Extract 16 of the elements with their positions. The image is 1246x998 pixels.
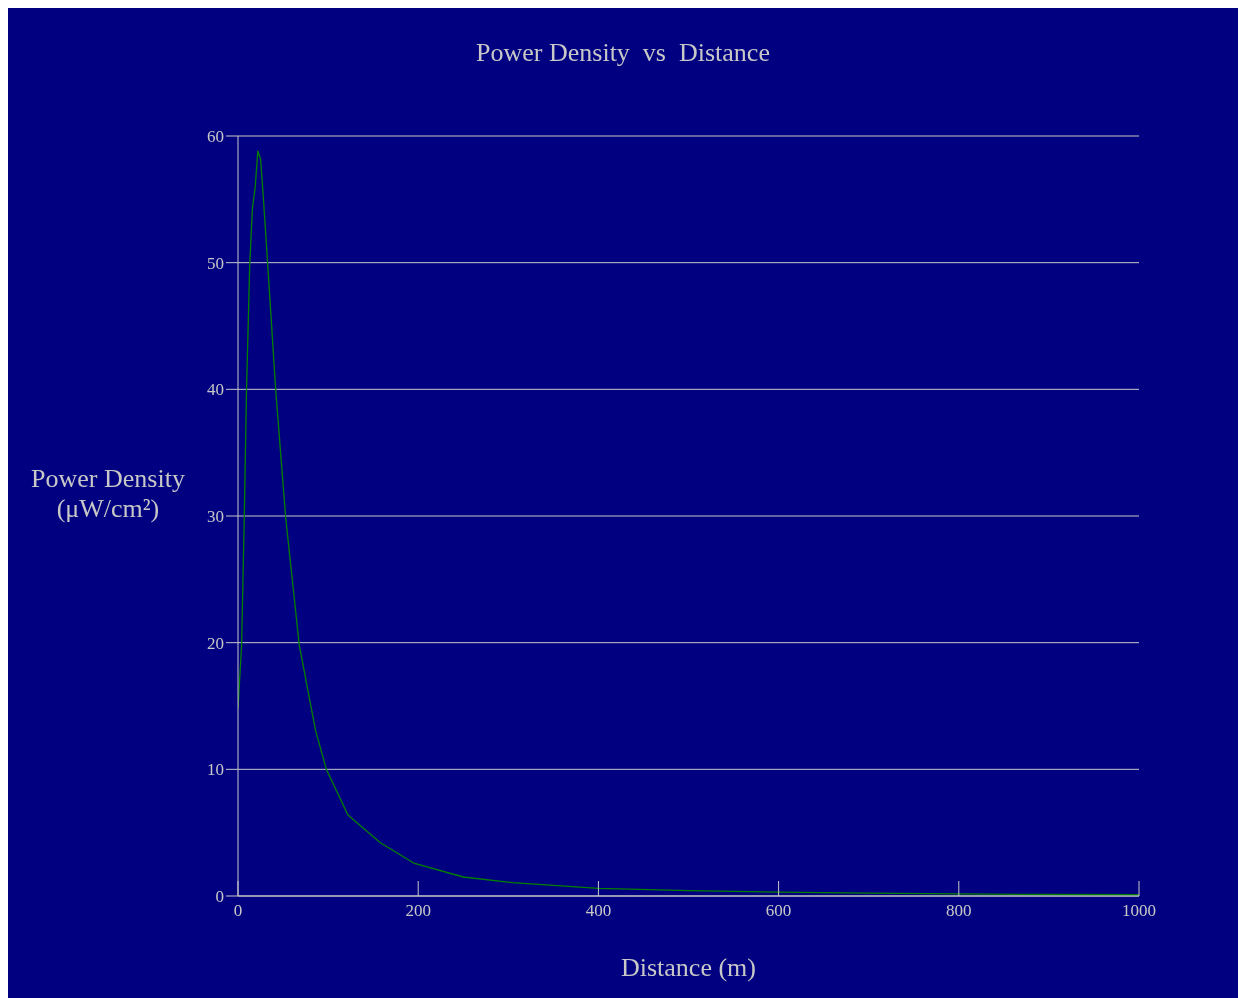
- chart-title: Power Density vs Distance: [476, 38, 770, 67]
- y-axis-title: Power Density (μW/cm²): [31, 464, 185, 523]
- x-tick-label: 800: [946, 901, 972, 921]
- y-tick-label: 20: [207, 633, 224, 653]
- y-tick-label: 30: [207, 507, 224, 527]
- y-tick-label: 50: [207, 253, 224, 273]
- x-tick-label: 0: [233, 901, 243, 921]
- y-tick-label: 60: [207, 127, 224, 147]
- y-tick-label: 0: [215, 887, 224, 907]
- x-tick-label: 1000: [1122, 901, 1156, 921]
- x-axis-title: Distance (m): [620, 953, 757, 982]
- y-tick-label: 10: [207, 760, 224, 780]
- x-tick-label: 600: [765, 901, 792, 921]
- x-tick-label: 200: [405, 901, 431, 921]
- y-tick-label: 40: [207, 380, 224, 400]
- x-tick-label: 400: [585, 901, 612, 921]
